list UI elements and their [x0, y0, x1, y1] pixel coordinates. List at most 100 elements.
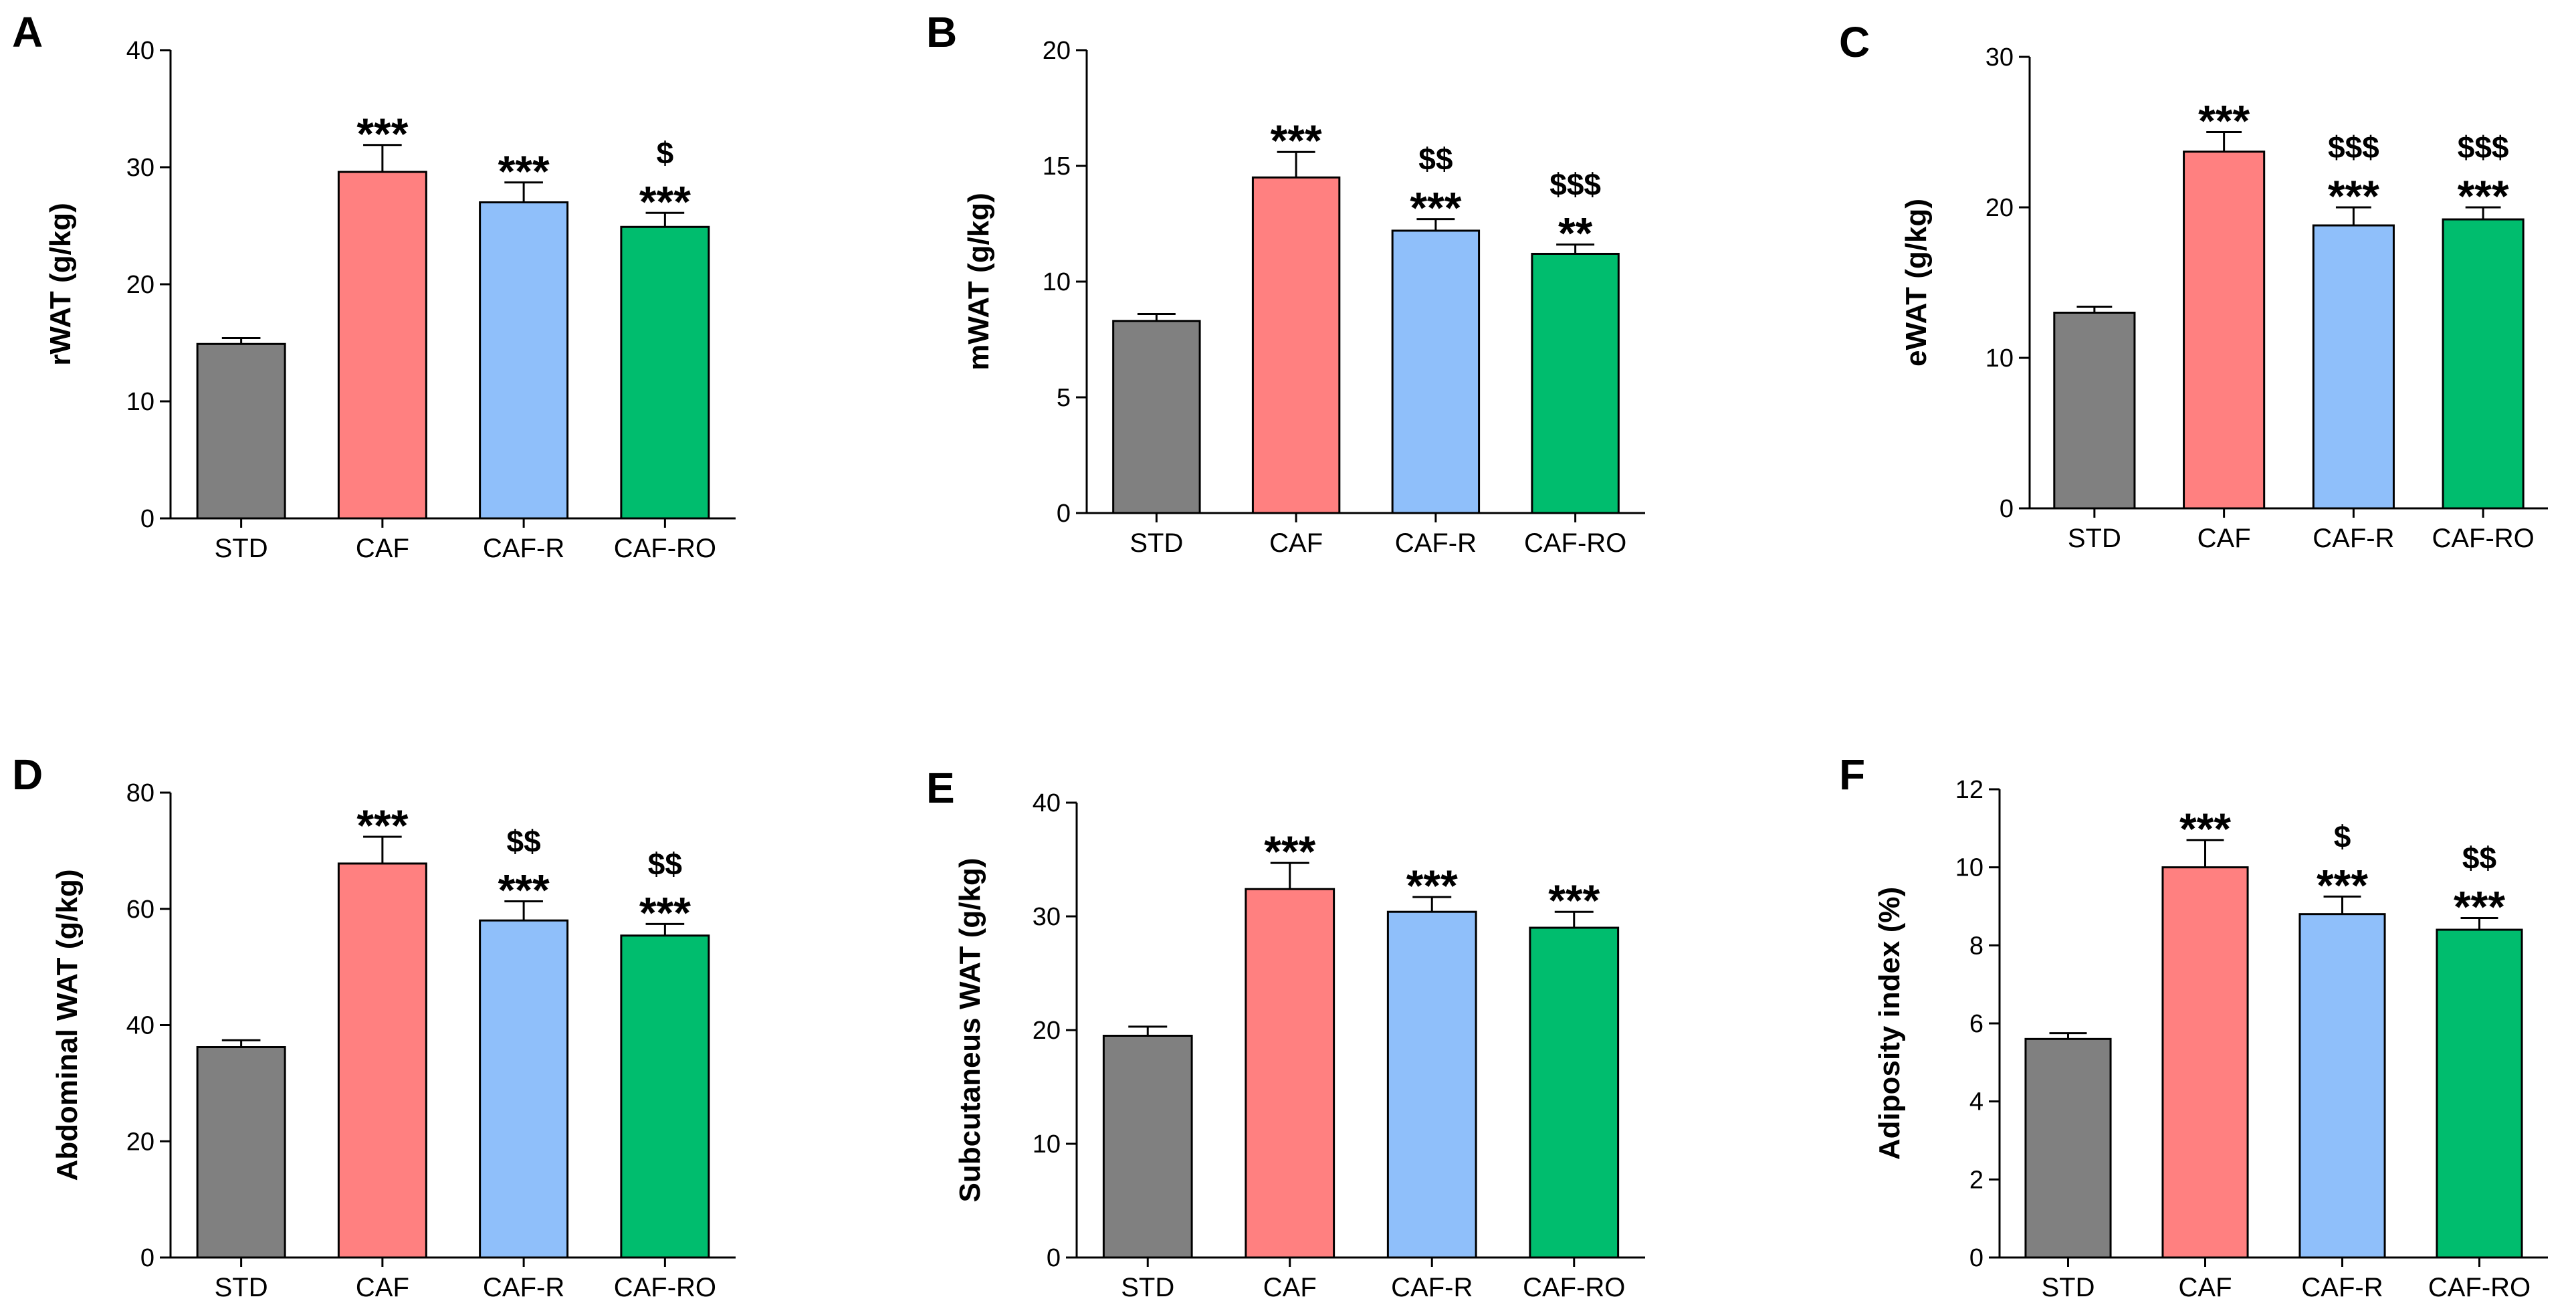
bar-caf-r [479, 919, 569, 1259]
y-tick-label: 20 [1043, 37, 1071, 65]
bar-std [196, 342, 286, 520]
y-tick-label: 10 [126, 388, 154, 416]
significance-dollars: $$ [1418, 142, 1453, 177]
y-tick-label: 30 [126, 154, 154, 182]
bar-caf-ro [2442, 218, 2525, 510]
significance-stars: *** [498, 865, 550, 914]
significance-stars: ** [1558, 209, 1593, 258]
significance-stars: *** [639, 177, 691, 226]
significance-stars: *** [1406, 861, 1458, 910]
x-tick-label: CAF-R [1395, 528, 1477, 558]
bar-caf-ro [2436, 928, 2523, 1259]
y-axis-label: Adiposity index (%) [1873, 887, 1906, 1160]
y-tick-label: 30 [1985, 43, 2014, 72]
significance-stars: *** [356, 801, 408, 850]
panel-label: E [926, 764, 955, 812]
bar-caf-ro [620, 934, 710, 1259]
significance-stars: *** [356, 109, 408, 159]
significance-stars: *** [498, 146, 550, 196]
bar-caf-ro [1531, 252, 1620, 514]
x-tick-label: CAF-R [1391, 1273, 1473, 1302]
panel-label: A [12, 8, 43, 56]
significance-dollars: $$$ [2458, 130, 2509, 165]
x-tick-label: CAF-RO [1523, 1273, 1625, 1302]
x-tick-label: CAF [1263, 1273, 1317, 1302]
panel-label: D [12, 750, 43, 799]
x-tick-label: STD [1121, 1273, 1174, 1302]
y-tick-label: 20 [126, 1128, 154, 1156]
bar-caf-r [479, 201, 569, 520]
y-tick-label: 5 [1057, 384, 1071, 412]
significance-stars: *** [2328, 171, 2379, 221]
x-tick-label: STD [1130, 528, 1183, 558]
chart-panel-f: F Adiposity index (%) 0 2 4 6 8 10 12 STD CAF *** CA… [1839, 750, 2548, 1302]
x-tick-label: CAF [2179, 1273, 2232, 1302]
significance-stars: *** [2317, 860, 2368, 910]
y-tick-label: 10 [1033, 1130, 1061, 1159]
significance-stars: *** [1410, 183, 1461, 233]
y-tick-label: 20 [1985, 194, 2014, 222]
y-tick-label: 60 [126, 896, 154, 924]
bar-caf [337, 171, 427, 520]
panel-label: B [926, 8, 957, 56]
x-tick-label: STD [215, 534, 268, 563]
y-tick-label: 6 [1969, 1010, 1983, 1038]
significance-stars: *** [639, 888, 691, 937]
significance-stars: *** [2454, 882, 2505, 932]
chart-panel-d: D Abdominal WAT (g/kg) 0 20 40 60 80 STD CAF *** C… [12, 750, 736, 1302]
significance-dollars: $$ [507, 823, 541, 858]
y-axis-label: Subcutaneus WAT (g/kg) [954, 858, 986, 1203]
bar-caf-ro [620, 225, 710, 520]
y-tick-label: 0 [2000, 495, 2014, 523]
y-tick-label: 10 [1985, 344, 2014, 373]
x-tick-label: CAF [356, 534, 409, 563]
x-tick-label: CAF [356, 1273, 409, 1302]
x-tick-label: CAF-R [2313, 524, 2394, 553]
y-tick-label: 0 [140, 505, 154, 533]
significance-stars: *** [1264, 827, 1315, 876]
y-axis-label: mWAT (g/kg) [962, 193, 995, 371]
x-tick-label: CAF-R [2301, 1273, 2383, 1302]
bar-std [196, 1046, 286, 1259]
y-axis-label: eWAT (g/kg) [1900, 199, 1933, 367]
y-tick-label: 40 [126, 37, 154, 65]
y-axis-label: Abdominal WAT (g/kg) [51, 869, 84, 1181]
significance-dollars: $$$ [1549, 167, 1601, 202]
y-tick-label: 15 [1043, 153, 1071, 181]
y-tick-label: 10 [1043, 268, 1071, 296]
y-tick-label: 20 [126, 271, 154, 299]
bar-std [1112, 320, 1201, 514]
panel-label: C [1839, 18, 1870, 66]
significance-stars: *** [2198, 96, 2250, 146]
significance-dollars: $$$ [2328, 130, 2379, 165]
significance-stars: *** [2179, 804, 2231, 853]
y-tick-label: 20 [1033, 1017, 1061, 1045]
significance-dollars: $ [2334, 819, 2351, 853]
y-tick-label: 40 [1033, 789, 1061, 817]
x-tick-label: CAF-RO [614, 534, 716, 563]
bar-caf-r [1391, 229, 1481, 514]
y-tick-label: 0 [1047, 1244, 1061, 1272]
x-tick-label: STD [2068, 524, 2121, 553]
chart-panel-e: E Subcutaneus WAT (g/kg) 0 10 20 30 40 STD CAF **… [926, 764, 1645, 1302]
significance-stars: *** [2458, 171, 2509, 221]
x-tick-label: CAF [2197, 524, 2251, 553]
y-tick-label: 80 [126, 779, 154, 807]
x-tick-label: STD [215, 1273, 268, 1302]
y-tick-label: 10 [1955, 854, 1983, 882]
bar-caf-r [2312, 224, 2395, 510]
y-tick-label: 0 [1969, 1244, 1983, 1272]
x-tick-label: CAF-RO [2432, 524, 2534, 553]
y-tick-label: 0 [140, 1244, 154, 1272]
significance-dollars: $$ [648, 846, 682, 881]
bar-caf-r [2298, 913, 2386, 1259]
bar-std [2053, 312, 2136, 510]
significance-dollars: $$ [2462, 841, 2496, 876]
bar-std [2024, 1037, 2112, 1259]
y-tick-label: 30 [1033, 903, 1061, 931]
x-tick-label: CAF [1269, 528, 1323, 558]
y-tick-label: 8 [1969, 932, 1983, 960]
